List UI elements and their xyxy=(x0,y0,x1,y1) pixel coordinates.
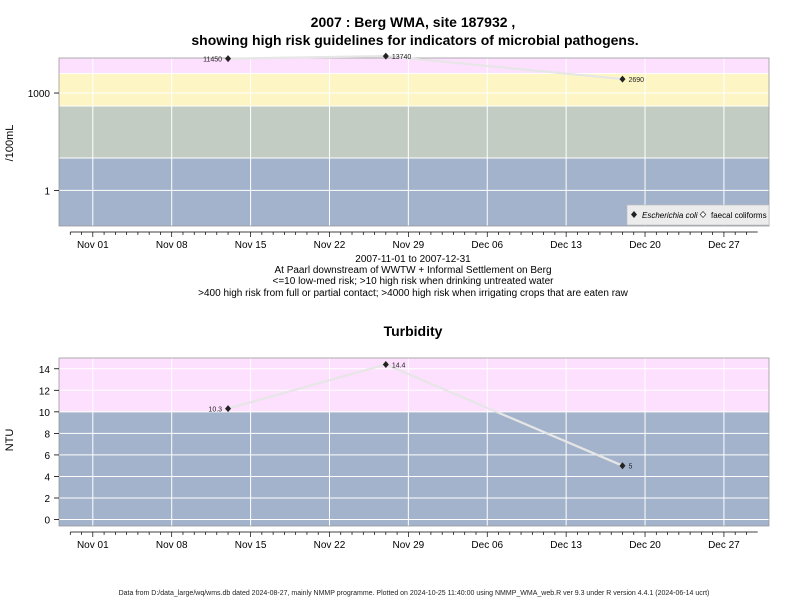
chart1-ytick-label-1: 1000 xyxy=(28,89,51,100)
chart2-point-0 xyxy=(225,405,232,413)
legend-marker-ecoli xyxy=(631,211,637,218)
chart2-plot-area: 0 2 4 6 8 10 12 14 Nov 01 Nov 08 Nov 15 Nov 22 Nov 2… xyxy=(39,357,770,551)
chart2-ytick-label-0: 0 xyxy=(44,516,50,527)
chart2-ytick-label-2: 4 xyxy=(44,472,50,483)
chart1-xtick-label-1: Nov 08 xyxy=(156,240,188,251)
chart2-ytick-label-5: 10 xyxy=(39,408,51,419)
chart1-legend: Escherichia coli faecal coliforms xyxy=(626,204,770,226)
chart1-caption-4: >400 high risk from full or partial cont… xyxy=(198,288,628,299)
legend-label-ecoli: Escherichia coli xyxy=(642,211,698,220)
legend-marker-faecal xyxy=(699,210,707,219)
chart1-risk-band-3 xyxy=(59,58,769,74)
chart2-xtick-label-5: Dec 06 xyxy=(471,540,503,551)
chart2-xtick-label-3: Nov 22 xyxy=(314,540,346,551)
chart1-xtick-label-6: Dec 13 xyxy=(550,240,582,251)
chart2-point-label-0: 10.3 xyxy=(208,407,222,414)
chart1-title-line1: 2007 : Berg WMA, site 187932 , xyxy=(311,14,516,30)
chart1-ylabel: /100mL xyxy=(4,125,16,162)
footer-note: Data from D:/data_large/wq/wms.db dated … xyxy=(119,590,710,597)
chart2-ylabel: NTU xyxy=(4,429,16,452)
chart1-risk-band-1 xyxy=(59,105,769,158)
chart2-xtick-label-6: Dec 13 xyxy=(550,540,582,551)
chart2-xtick-label-0: Nov 01 xyxy=(77,540,109,551)
chart1-point-label-2: 2690 xyxy=(628,77,644,84)
chart2-xtick-label-8: Dec 27 xyxy=(708,540,740,551)
chart1-point-label-1: 13740 xyxy=(392,54,412,61)
chart2-frame xyxy=(58,357,770,527)
chart2-point-1 xyxy=(382,360,389,368)
chart2-xtick-label-2: Nov 15 xyxy=(235,540,267,551)
chart1-xtick-label-3: Nov 22 xyxy=(314,240,346,251)
chart1-risk-band-2 xyxy=(59,73,769,106)
chart2-xtick-label-4: Nov 29 xyxy=(393,540,425,551)
chart2-ytick-label-6: 12 xyxy=(39,386,51,397)
chart1-xtick-label-2: Nov 15 xyxy=(235,240,267,251)
chart1-xtick-label-5: Dec 06 xyxy=(471,240,503,251)
chart2-ytick-label-7: 14 xyxy=(39,365,51,376)
chart2-point-label-2: 5 xyxy=(628,464,632,471)
chart2-xtick-label-7: Dec 20 xyxy=(629,540,661,551)
chart1-caption-2: At Paarl downstream of WWTW + Informal S… xyxy=(274,265,551,276)
chart1-xtick-label-7: Dec 20 xyxy=(629,240,661,251)
chart1-point-label-0: 11450 xyxy=(203,57,222,64)
chart1-xtick-label-4: Nov 29 xyxy=(393,240,425,251)
chart1-caption-1: 2007-11-01 to 2007-12-31 xyxy=(355,254,471,265)
chart2-point-2 xyxy=(619,462,626,470)
chart1-point-0 xyxy=(225,55,232,63)
chart2-risk-band-1 xyxy=(59,358,769,412)
chart2-ytick-label-4: 8 xyxy=(44,429,50,440)
legend-label-faecal: faecal coliforms xyxy=(711,211,767,220)
chart1-point-2 xyxy=(619,75,626,83)
chart1-plot-area: 1 1000 Nov 01 Nov 08 Nov 15 Nov 22 Nov 29 Dec 0… xyxy=(28,52,770,251)
chart2-title: Turbidity xyxy=(384,323,443,339)
chart1-title-line2: showing high risk guidelines for indicat… xyxy=(191,32,638,48)
chart1-caption-3: <=10 low-med risk; >10 high risk when dr… xyxy=(273,276,555,287)
chart1-xtick-label-8: Dec 27 xyxy=(708,240,740,251)
chart2-point-label-1: 14.4 xyxy=(392,362,406,369)
chart2-xtick-label-1: Nov 08 xyxy=(156,540,188,551)
chart1-xtick-label-0: Nov 01 xyxy=(77,240,109,251)
chart1-ytick-label-0: 1 xyxy=(44,186,50,197)
chart1-point-1 xyxy=(382,52,389,60)
chart2-ytick-label-3: 6 xyxy=(44,451,50,462)
chart2-risk-band-0 xyxy=(59,411,769,526)
chart2-ytick-label-1: 2 xyxy=(44,494,50,505)
